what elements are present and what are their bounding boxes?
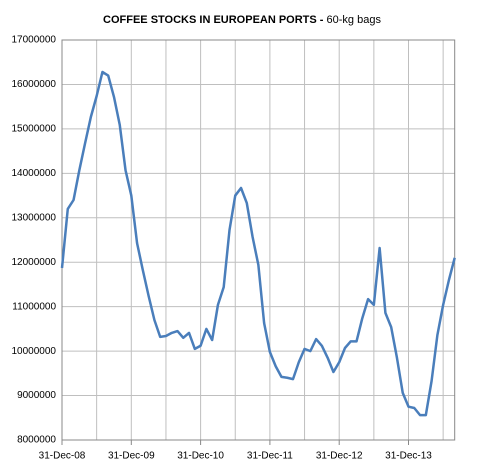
title-unit: 60-kg bags bbox=[327, 14, 382, 26]
y-tick-label: 14000000 bbox=[12, 168, 57, 179]
chart-title: COFFEE STOCKS IN EUROPEAN PORTS - 60-kg … bbox=[103, 14, 381, 26]
y-tick-label: 15000000 bbox=[12, 124, 57, 135]
y-tick-label: 11000000 bbox=[12, 301, 56, 312]
y-tick-label: 9000000 bbox=[17, 390, 56, 401]
y-tick-label: 8000000 bbox=[17, 435, 56, 446]
x-tick-label: 31-Dec-10 bbox=[177, 451, 224, 462]
x-tick-label: 31-Dec-11 bbox=[247, 451, 293, 462]
y-tick-label: 16000000 bbox=[12, 79, 57, 90]
y-tick-label: 10000000 bbox=[12, 346, 57, 357]
x-tick-label: 31-Dec-09 bbox=[108, 451, 155, 462]
plot-border bbox=[61, 39, 456, 441]
y-tick-label: 12000000 bbox=[12, 257, 57, 268]
data-line bbox=[60, 70, 456, 417]
x-tick-label: 31-Dec-08 bbox=[39, 451, 86, 462]
x-tick-label: 31-Dec-12 bbox=[316, 451, 363, 462]
y-tick-label: 13000000 bbox=[12, 212, 57, 223]
x-tick-label: 31-Dec-13 bbox=[385, 451, 432, 462]
y-tick-label: 17000000 bbox=[12, 35, 57, 46]
title-main: COFFEE STOCKS IN EUROPEAN PORTS - bbox=[103, 14, 324, 26]
